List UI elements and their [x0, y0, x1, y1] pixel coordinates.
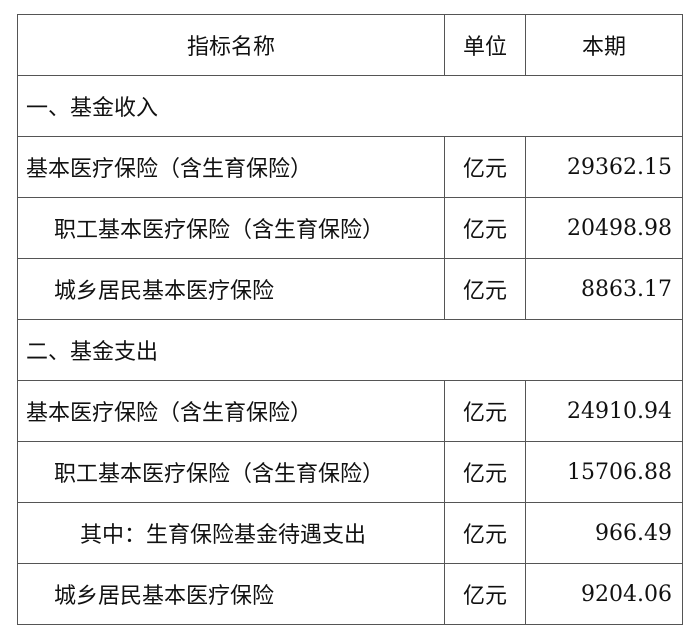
table-row: 职工基本医疗保险（含生育保险） 亿元 15706.88: [17, 441, 683, 503]
indicator-name: 其中：生育保险基金待遇支出: [17, 502, 445, 564]
medical-insurance-fund-table: 指标名称 单位 本期 一、基金收入 基本医疗保险（含生育保险） 亿元 29362.15…: [17, 14, 683, 625]
section-row: 一、基金收入: [17, 75, 683, 137]
value-cell: 29362.15: [525, 136, 683, 198]
indicator-name: 城乡居民基本医疗保险: [17, 258, 445, 320]
header-row: 指标名称 单位 本期: [17, 14, 683, 76]
value-cell: 20498.98: [525, 197, 683, 259]
header-current-period: 本期: [525, 14, 683, 76]
indicator-name: 基本医疗保险（含生育保险）: [17, 380, 445, 442]
table-row: 其中：生育保险基金待遇支出 亿元 966.49: [17, 502, 683, 564]
header-unit: 单位: [444, 14, 526, 76]
table-row: 职工基本医疗保险（含生育保险） 亿元 20498.98: [17, 197, 683, 259]
table-row: 城乡居民基本医疗保险 亿元 8863.17: [17, 258, 683, 320]
unit-cell: 亿元: [444, 441, 526, 503]
header-indicator-name: 指标名称: [17, 14, 445, 76]
table-row: 基本医疗保险（含生育保险） 亿元 24910.94: [17, 380, 683, 442]
value-cell: 24910.94: [525, 380, 683, 442]
section-row: 二、基金支出: [17, 319, 683, 381]
unit-cell: 亿元: [444, 136, 526, 198]
section-title: 二、基金支出: [17, 319, 683, 381]
indicator-name: 职工基本医疗保险（含生育保险）: [17, 441, 445, 503]
table-row: 城乡居民基本医疗保险 亿元 9204.06: [17, 563, 683, 625]
unit-cell: 亿元: [444, 563, 526, 625]
value-cell: 966.49: [525, 502, 683, 564]
unit-cell: 亿元: [444, 258, 526, 320]
unit-cell: 亿元: [444, 197, 526, 259]
value-cell: 15706.88: [525, 441, 683, 503]
indicator-name: 城乡居民基本医疗保险: [17, 563, 445, 625]
unit-cell: 亿元: [444, 380, 526, 442]
indicator-name: 职工基本医疗保险（含生育保险）: [17, 197, 445, 259]
value-cell: 9204.06: [525, 563, 683, 625]
indicator-name: 基本医疗保险（含生育保险）: [17, 136, 445, 198]
unit-cell: 亿元: [444, 502, 526, 564]
table-row: 基本医疗保险（含生育保险） 亿元 29362.15: [17, 136, 683, 198]
section-title: 一、基金收入: [17, 75, 683, 137]
value-cell: 8863.17: [525, 258, 683, 320]
